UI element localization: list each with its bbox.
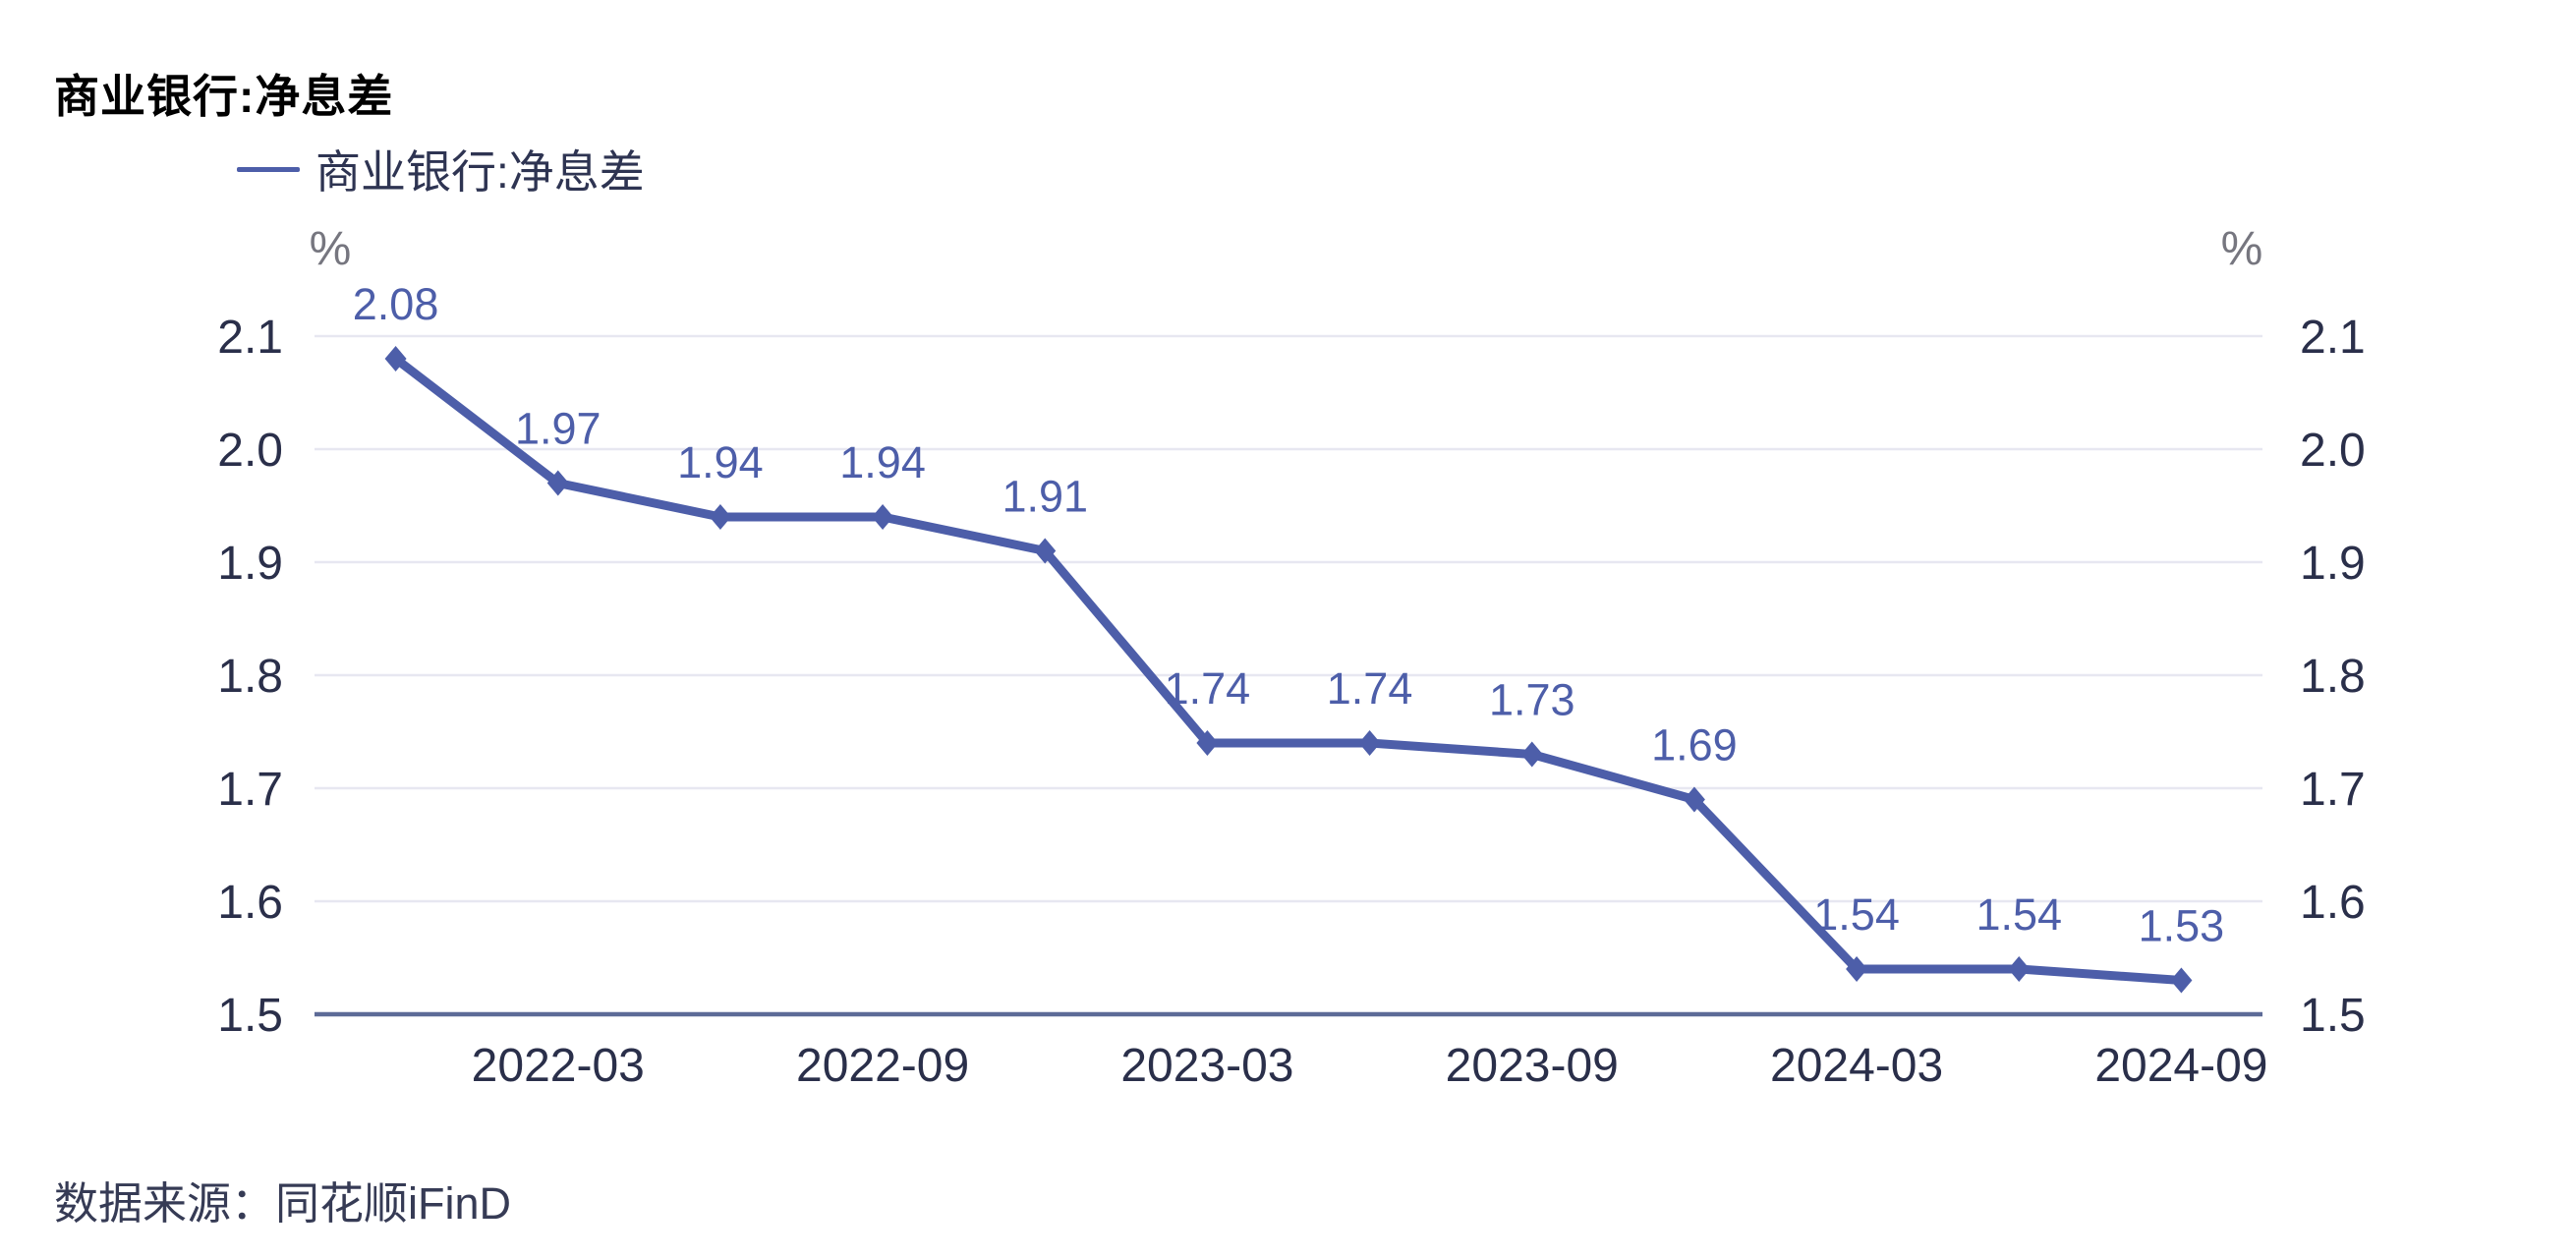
x-tick-label: 2023-03 [1120,1040,1293,1092]
x-tick-label: 2024-09 [2094,1040,2267,1092]
y-tick-label-right: 1.8 [2300,651,2366,703]
data-point-marker [1034,538,1057,564]
data-point-marker [384,346,407,372]
x-tick-label: 2024-03 [1770,1040,1943,1092]
data-point-marker [546,470,569,496]
y-tick-label-right: 1.5 [2300,990,2366,1042]
legend: 商业银行:净息差 [237,144,645,198]
x-tick-label: 2023-09 [1446,1040,1619,1092]
data-source: 数据来源：同花顺iFinD [54,1178,512,1229]
x-tick-label: 2022-03 [472,1040,645,1092]
data-point-marker [709,504,731,530]
legend-line-swatch [237,166,300,172]
y-tick-label-left: 1.7 [217,764,283,816]
data-label: 1.73 [1489,675,1575,725]
y-tick-label-right: 2.1 [2300,312,2366,364]
data-label: 1.91 [1002,472,1088,522]
data-label: 1.69 [1651,720,1738,771]
data-point-marker [1683,786,1705,813]
y-axis-unit-right: % [2220,223,2263,275]
data-point-marker [1846,956,1868,982]
data-label: 1.54 [1813,889,1900,940]
y-tick-label-right: 1.7 [2300,764,2366,816]
y-tick-label-right: 1.6 [2300,877,2366,929]
y-tick-label-left: 2.1 [217,312,283,364]
y-tick-label-left: 1.5 [217,990,283,1042]
data-label: 1.94 [677,437,764,487]
data-label: 1.94 [839,437,926,487]
data-label: 1.53 [2139,901,2225,951]
data-point-marker [2170,967,2193,994]
data-point-marker [872,504,894,530]
data-label: 2.08 [353,279,439,329]
y-tick-label-left: 2.0 [217,425,283,477]
y-tick-label-left: 1.9 [217,538,283,590]
data-point-marker [1520,741,1543,768]
y-axis-unit-left: % [309,223,352,275]
legend-label: 商业银行:净息差 [315,146,645,198]
data-label: 1.74 [1327,663,1413,714]
y-tick-label-right: 2.0 [2300,425,2366,477]
data-label: 1.54 [1975,889,2062,940]
page-title: 商业银行:净息差 [54,71,394,122]
y-tick-label-left: 1.8 [217,651,283,703]
data-point-marker [1358,730,1381,756]
data-label: 1.97 [515,404,601,454]
data-point-marker [1196,730,1219,756]
x-tick-label: 2022-09 [796,1040,969,1092]
series-line [392,355,2182,985]
y-tick-label-left: 1.6 [217,877,283,929]
data-point-marker [2008,956,2031,982]
data-label: 1.74 [1165,663,1251,714]
y-tick-label-right: 1.9 [2300,538,2366,590]
